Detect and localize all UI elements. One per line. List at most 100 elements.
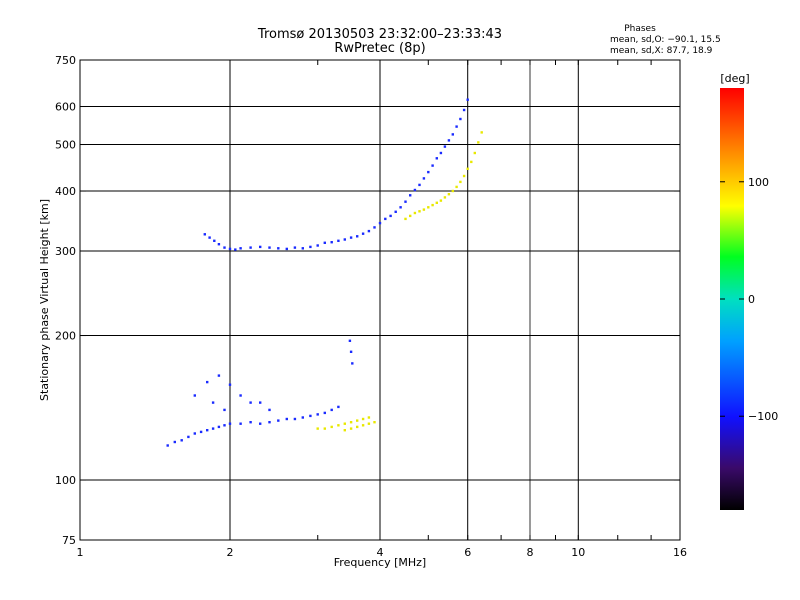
data-point	[293, 246, 297, 249]
data-point	[330, 425, 333, 429]
x-tick-label: 6	[464, 546, 471, 559]
data-point	[206, 380, 209, 384]
data-point	[466, 98, 469, 101]
series-e-region-o-trace	[166, 339, 354, 447]
data-point	[378, 221, 382, 225]
data-point	[249, 246, 252, 249]
data-point	[217, 425, 221, 429]
data-point	[435, 201, 438, 204]
data-point	[228, 247, 232, 251]
data-point	[439, 199, 443, 202]
data-point	[462, 174, 466, 178]
y-tick-label: 750	[55, 54, 76, 67]
data-point	[285, 417, 288, 421]
data-point	[404, 217, 407, 221]
data-point	[361, 424, 365, 427]
data-point	[199, 430, 203, 434]
data-point	[211, 401, 215, 404]
data-point	[228, 422, 232, 425]
data-point	[447, 139, 451, 142]
data-point	[217, 243, 221, 246]
data-point	[413, 188, 417, 192]
data-point	[316, 413, 319, 416]
colorbar-tick-label: 100	[748, 176, 769, 189]
data-point	[268, 421, 271, 424]
x-tick-label: 1	[77, 546, 84, 559]
data-point	[373, 226, 376, 229]
chart-subtitle: RwPretec (8p)	[334, 41, 425, 56]
data-point	[203, 233, 206, 236]
data-point	[316, 427, 319, 430]
data-point	[447, 193, 451, 196]
x-axis-label: Frequency [MHz]	[334, 556, 426, 569]
data-point	[427, 206, 430, 209]
data-point	[217, 374, 221, 377]
data-point	[309, 414, 312, 418]
data-point	[239, 394, 242, 397]
data-point	[293, 417, 297, 421]
chart-title: Tromsø 20130503 23:32:00–23:33:43	[257, 27, 502, 42]
x-tick-label: 4	[377, 546, 384, 559]
data-point	[394, 210, 397, 213]
data-point	[473, 151, 476, 155]
data-point	[455, 185, 458, 189]
data-point	[477, 141, 480, 144]
data-point	[316, 244, 319, 247]
data-point	[409, 214, 412, 218]
data-point	[249, 401, 252, 404]
data-point	[361, 232, 365, 235]
data-point	[268, 246, 271, 249]
data-point	[348, 339, 352, 342]
data-point	[285, 247, 288, 251]
data-point	[439, 151, 443, 155]
legend-title: Phases	[624, 24, 656, 34]
data-point	[480, 131, 483, 134]
data-point	[223, 408, 226, 412]
data-point	[239, 247, 242, 250]
data-point	[435, 157, 438, 160]
data-point	[173, 440, 176, 444]
y-tick-label: 200	[55, 330, 76, 343]
data-point	[223, 424, 226, 427]
data-point	[470, 160, 473, 164]
data-point	[239, 422, 242, 425]
data-point	[427, 170, 430, 174]
data-point	[330, 241, 333, 244]
data-point	[268, 408, 271, 412]
data-point	[208, 236, 211, 239]
data-point	[259, 422, 262, 425]
data-point	[409, 194, 412, 197]
data-point	[404, 200, 407, 203]
data-point	[356, 235, 359, 238]
data-point	[323, 241, 326, 244]
data-point	[323, 427, 326, 430]
data-point	[259, 245, 262, 249]
data-point	[193, 432, 196, 435]
colorbar-ticks: 100 0 −100	[720, 176, 778, 423]
data-point	[301, 247, 304, 250]
series-e-region-x-trace	[316, 416, 376, 432]
y-tick-label: 100	[55, 474, 76, 487]
data-point	[337, 405, 340, 409]
data-point	[343, 429, 346, 432]
data-point	[187, 435, 190, 439]
data-point	[367, 416, 371, 419]
data-points	[166, 98, 483, 447]
y-tick-label: 300	[55, 245, 76, 258]
data-point	[259, 401, 262, 404]
data-point	[193, 394, 196, 397]
y-tick-label: 400	[55, 185, 76, 198]
data-point	[451, 133, 454, 136]
data-point	[349, 350, 353, 353]
y-tick-label: 600	[55, 101, 76, 114]
data-point	[277, 419, 280, 422]
legend-line-x: mean, sd,X: 87.7, 18.9	[610, 46, 713, 56]
data-point	[462, 108, 466, 112]
data-point	[356, 425, 359, 429]
data-point	[211, 427, 215, 430]
data-point	[228, 383, 232, 386]
grid	[80, 60, 680, 540]
colorbar-label: [deg]	[720, 72, 749, 85]
data-point	[373, 421, 376, 424]
x-tick-label: 10	[571, 546, 585, 559]
